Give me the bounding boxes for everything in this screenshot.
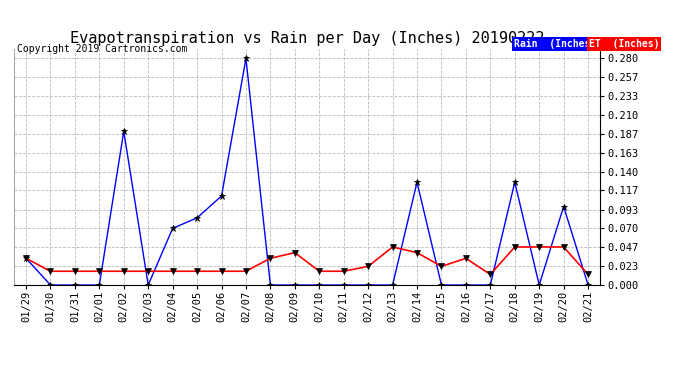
Text: Rain  (Inches): Rain (Inches) (514, 39, 596, 49)
Text: ET  (Inches): ET (Inches) (589, 39, 659, 49)
Title: Evapotranspiration vs Rain per Day (Inches) 20190222: Evapotranspiration vs Rain per Day (Inch… (70, 31, 544, 46)
Text: Copyright 2019 Cartronics.com: Copyright 2019 Cartronics.com (17, 45, 188, 54)
